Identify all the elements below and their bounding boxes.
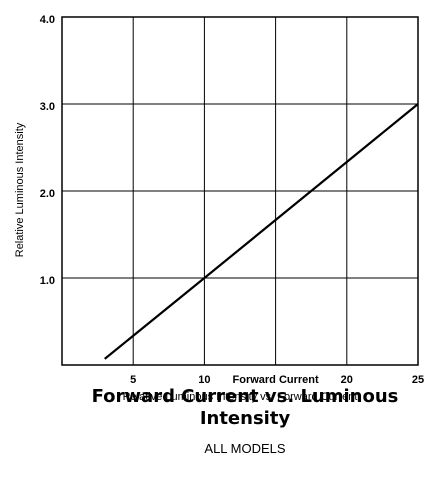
x-tick-label: Forward Current [233, 374, 320, 386]
y-tick-label: 2.0 [40, 188, 55, 200]
subtitle: ALL MODELS [204, 441, 286, 456]
x-tick-label: 25 [412, 374, 424, 386]
caption: Relative Luminous Intensity vs. Forward … [123, 391, 358, 403]
title: Forward Current vs. Luminous Intensity [91, 386, 399, 429]
data-line [104, 103, 419, 360]
y-tick-label: 1.0 [40, 275, 55, 287]
y-tick-label: 3.0 [40, 101, 55, 113]
x-tick-label: 10 [198, 374, 210, 386]
x-tick-label: 20 [341, 374, 353, 386]
y-axis-label: Relative Luminous Intensity [14, 122, 26, 257]
x-tick-label: 5 [130, 374, 136, 386]
y-tick-label: 4.0 [40, 14, 55, 26]
